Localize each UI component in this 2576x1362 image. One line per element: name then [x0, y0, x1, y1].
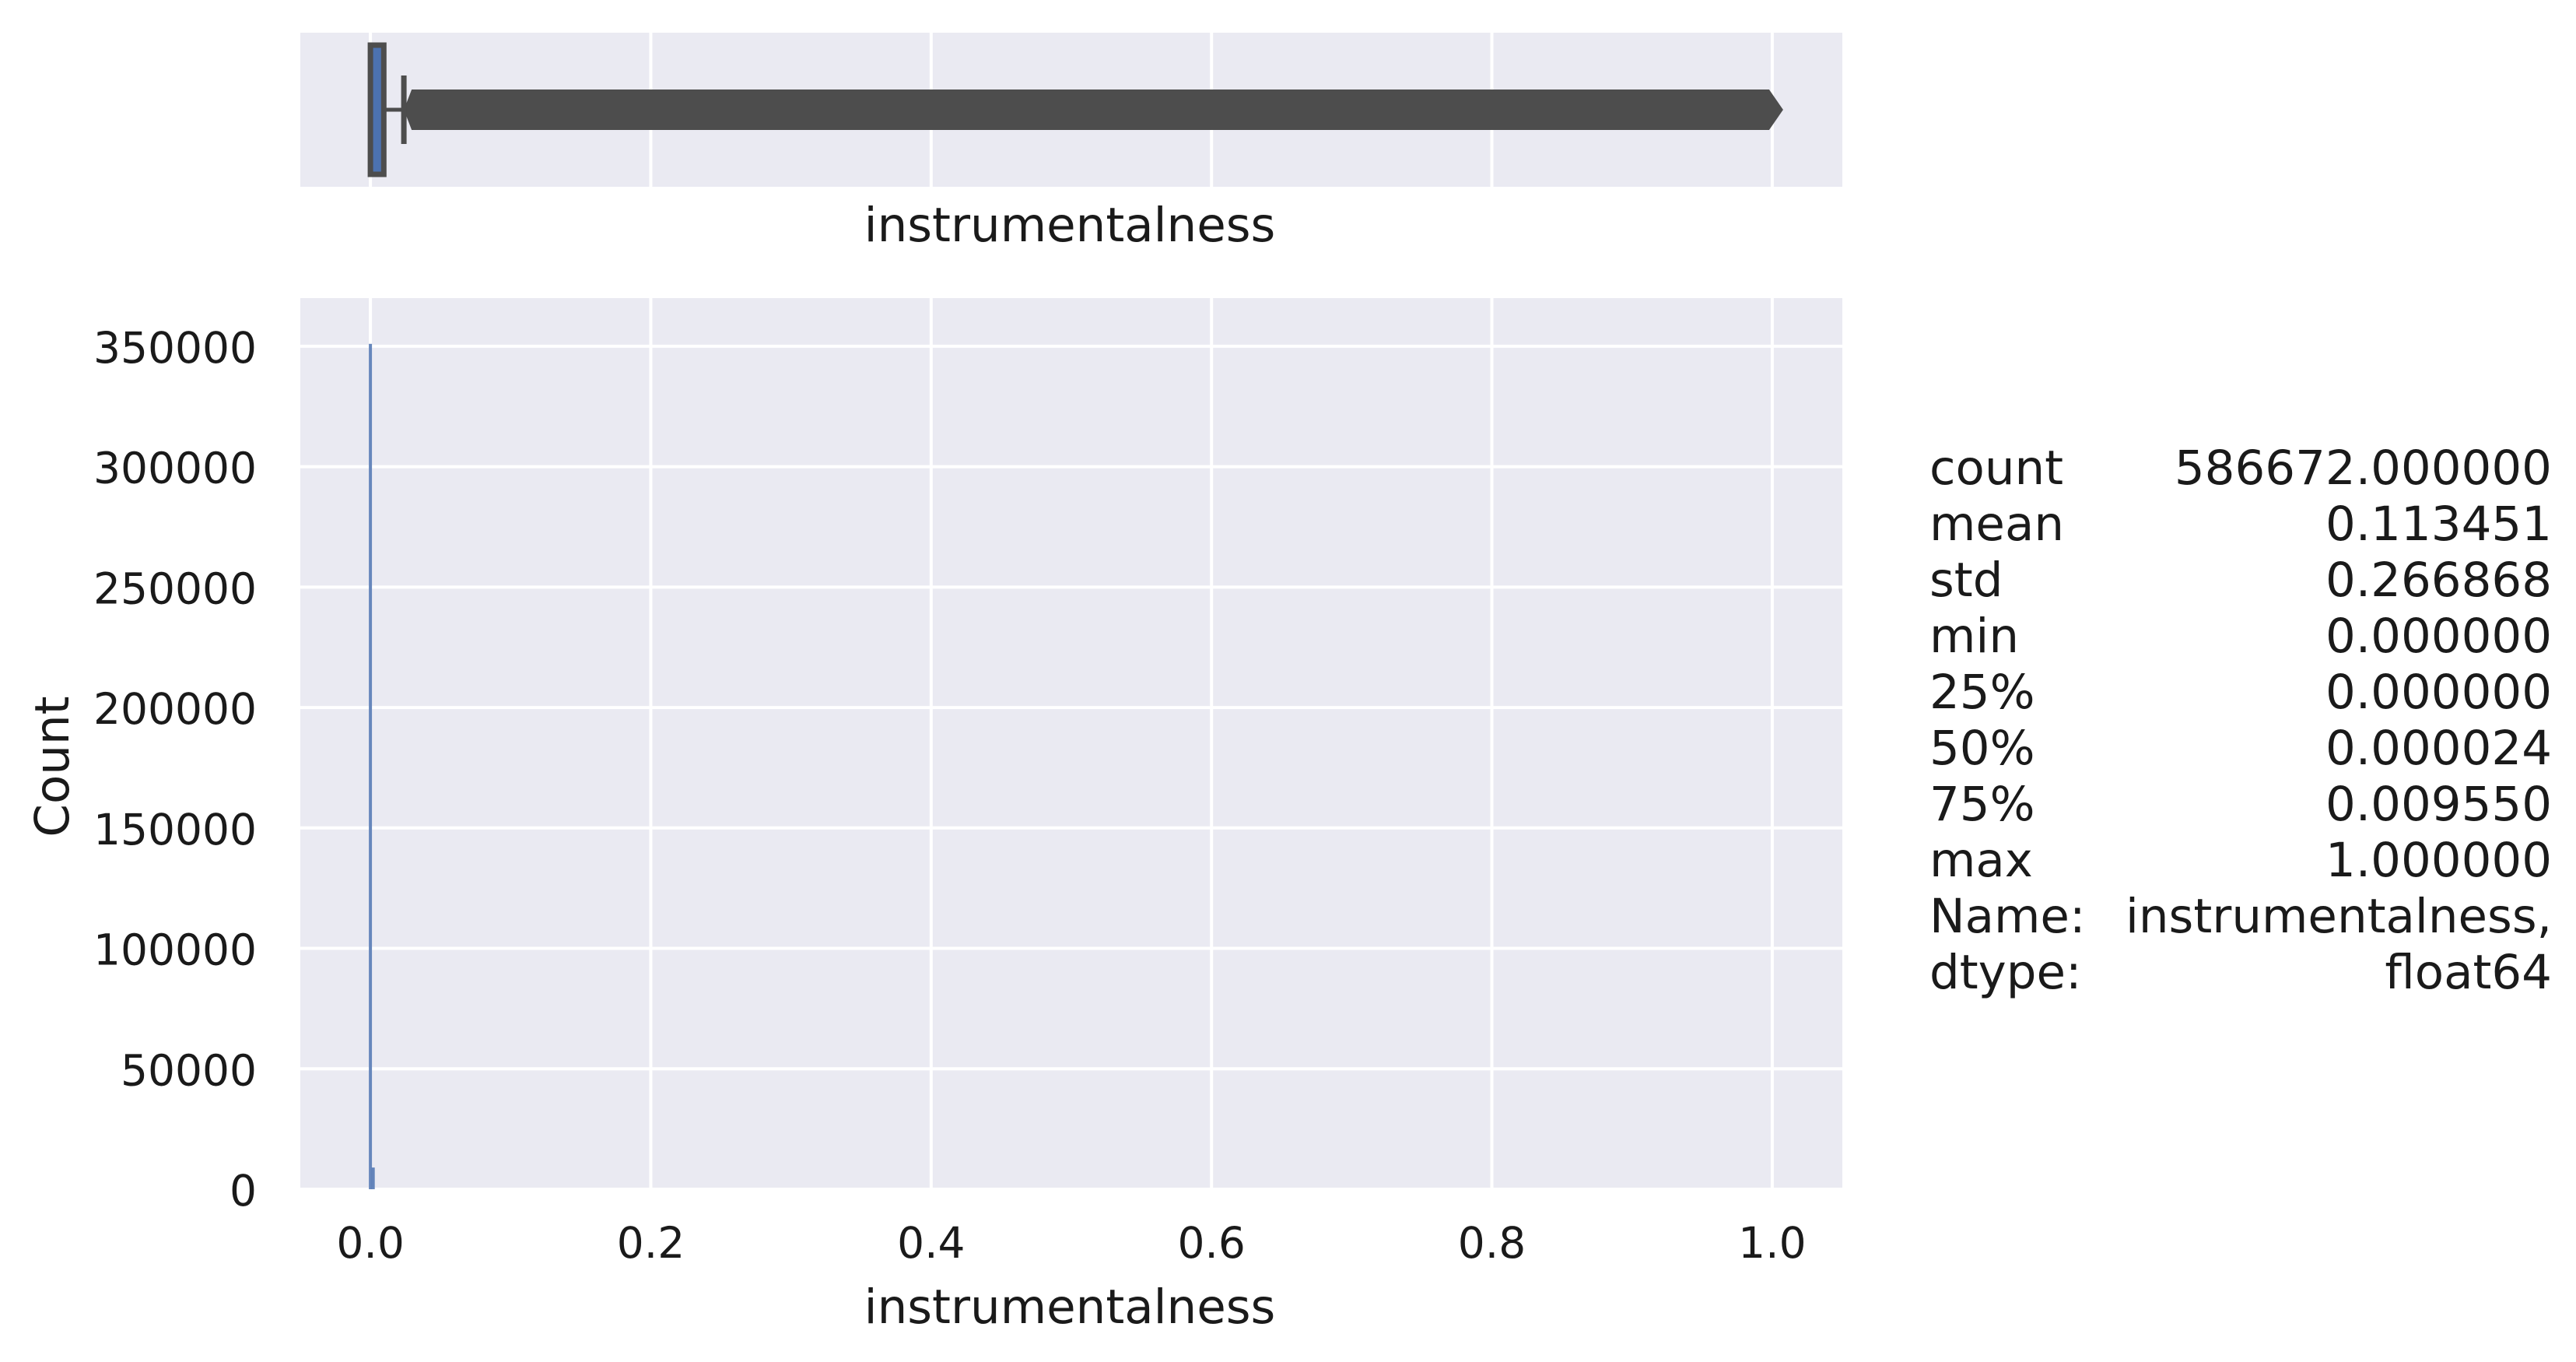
histogram-y-tick-label: 150000	[93, 805, 257, 855]
stat-label: 75%	[1929, 777, 2035, 832]
histogram-x-tick-label: 0.4	[897, 1218, 965, 1268]
stat-label: std	[1929, 553, 2003, 608]
stat-row: count 586672.000000	[1929, 441, 2552, 497]
histogram-panel: 0 50000 100000 150000 200000 250000 300000 3500…	[93, 298, 1842, 1268]
stat-value: 0.009550	[2325, 777, 2552, 832]
stat-label: 25%	[1929, 665, 2035, 720]
histogram-x-tick-label: 0.2	[617, 1218, 685, 1268]
stat-label: Name:	[1929, 889, 2086, 944]
stat-row: std 0.266868	[1929, 553, 2552, 609]
histogram-x-axis-label: instrumentalness	[864, 1280, 1276, 1335]
stat-row: Name: instrumentalness,	[1929, 889, 2552, 945]
histogram-y-tick-label: 250000	[93, 563, 257, 613]
stat-row: mean 0.113451	[1929, 497, 2552, 553]
stat-label: max	[1929, 833, 2033, 888]
histogram-y-tick-label: 300000	[93, 444, 257, 493]
histogram-x-tick-label: 1.0	[1738, 1218, 1806, 1268]
stat-label: min	[1929, 609, 2020, 664]
stat-row: max 1.000000	[1929, 833, 2552, 889]
stat-value: float64	[2385, 945, 2552, 1000]
stat-row: dtype: float64	[1929, 945, 2552, 1001]
stat-row: min 0.000000	[1929, 609, 2552, 665]
histogram-y-tick-label: 50000	[121, 1045, 257, 1095]
stat-row: 25% 0.000000	[1929, 665, 2552, 721]
stat-value: 0.000024	[2325, 721, 2552, 776]
stat-value: 0.113451	[2325, 497, 2552, 552]
stat-row: 75% 0.009550	[1929, 777, 2552, 833]
stat-value: 586672.000000	[2174, 441, 2552, 496]
histogram-y-tick-label: 350000	[93, 323, 257, 373]
stat-value: 0.000000	[2325, 665, 2552, 720]
summary-statistics: count 586672.000000 mean 0.113451 std 0.26686…	[1929, 441, 2552, 1001]
stat-value: 0.000000	[2325, 609, 2552, 664]
boxplot-panel	[300, 33, 1842, 187]
histogram-x-tick-label: 0.8	[1458, 1218, 1526, 1268]
histogram-bar	[369, 343, 373, 1189]
histogram-y-axis-label: Count	[25, 696, 80, 837]
histogram-y-tick-label: 100000	[93, 925, 257, 975]
stat-row: 50% 0.000024	[1929, 721, 2552, 777]
histogram-x-tick-label: 0.0	[336, 1218, 404, 1268]
boxplot-outliers	[404, 90, 1783, 130]
stat-value: 0.266868	[2325, 553, 2552, 608]
histogram-background	[300, 298, 1842, 1189]
stat-label: count	[1929, 441, 2064, 496]
histogram-bar	[371, 1167, 375, 1189]
stat-label: mean	[1929, 497, 2064, 552]
stat-value: instrumentalness,	[2125, 889, 2552, 944]
histogram-y-tick-label: 200000	[93, 684, 257, 734]
stat-value: 1.000000	[2325, 833, 2552, 888]
boxplot-x-axis-label: instrumentalness	[864, 198, 1276, 253]
histogram-x-tick-label: 0.6	[1177, 1218, 1245, 1268]
histogram-y-tick-label: 0	[230, 1166, 257, 1216]
stat-label: dtype:	[1929, 945, 2082, 1000]
stat-label: 50%	[1929, 721, 2035, 776]
boxplot-box	[367, 42, 387, 177]
